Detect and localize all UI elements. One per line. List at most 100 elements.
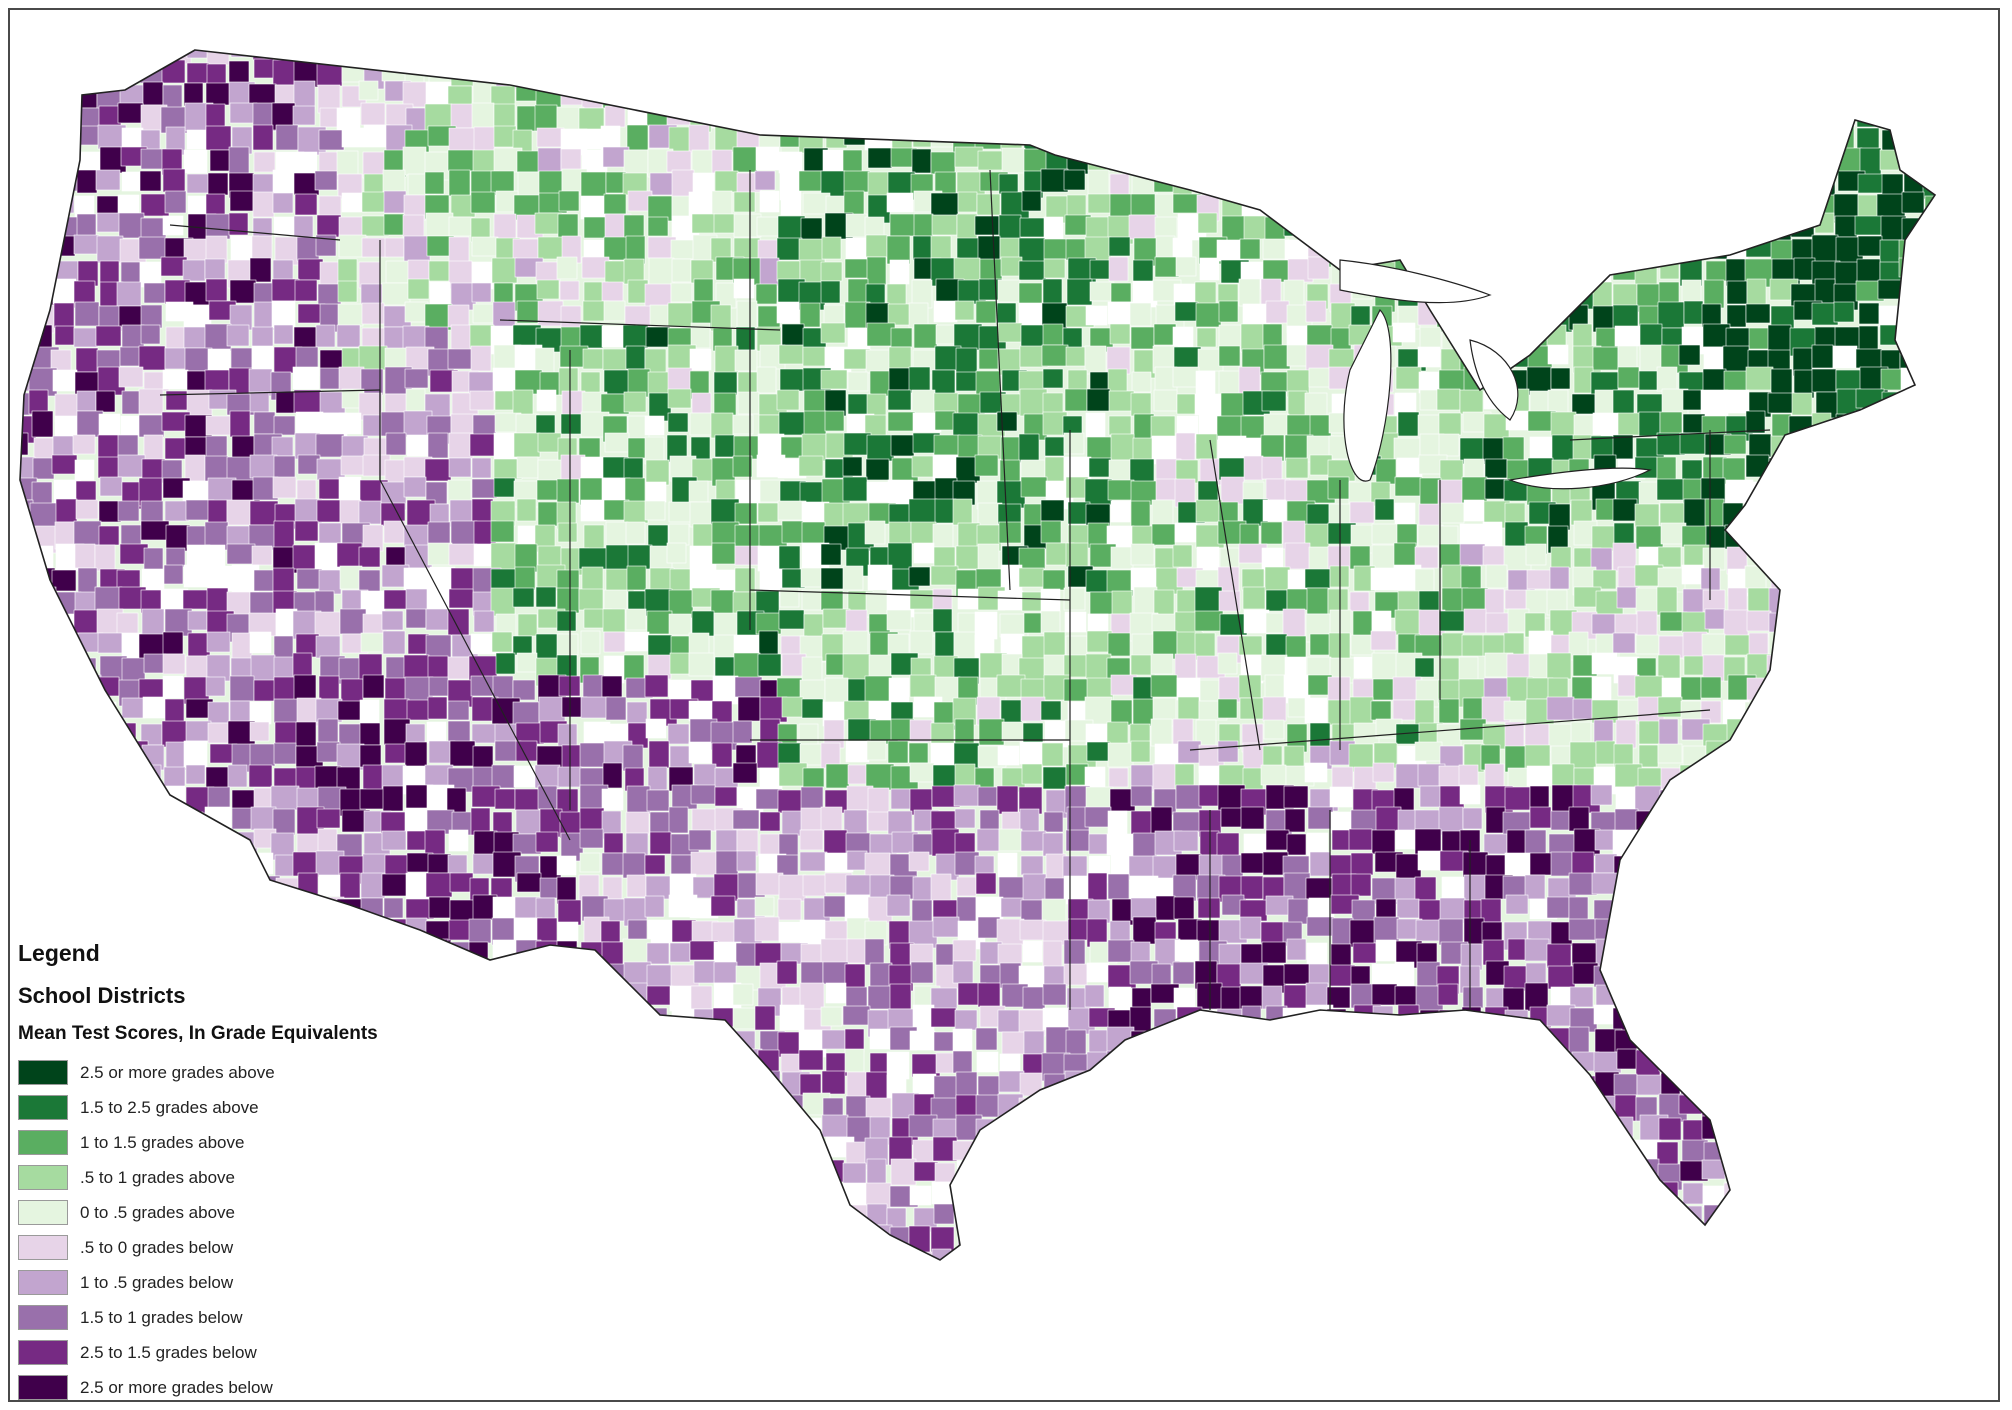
district-cell (1375, 806, 1402, 832)
district-cell (99, 50, 122, 65)
district-cell (732, 720, 753, 744)
district-cell (798, 455, 824, 477)
district-cell (383, 520, 406, 544)
district-cell (1152, 125, 1181, 155)
district-cell (1286, 50, 1316, 66)
district-cell (1854, 410, 1875, 434)
district-cell (1349, 50, 1370, 59)
district-cell (1217, 148, 1243, 172)
district-cell (1591, 699, 1621, 724)
district-cell (1373, 1074, 1397, 1097)
district-cell (31, 129, 58, 150)
district-cell (1922, 853, 1935, 881)
district-cell (231, 831, 258, 854)
district-cell (448, 432, 474, 459)
district-cell (138, 833, 168, 856)
district-cell (98, 810, 124, 838)
district-cell (1636, 126, 1657, 150)
district-cell (1506, 282, 1532, 306)
district-cell (1503, 257, 1532, 286)
district-cell (1110, 1205, 1136, 1228)
district-cell (1681, 239, 1709, 260)
district-cell (1529, 1139, 1558, 1164)
district-cell (1066, 278, 1093, 306)
district-cell (1485, 564, 1508, 589)
district-cell (1284, 542, 1311, 570)
district-cell (560, 1180, 582, 1209)
district-cell (1767, 392, 1796, 414)
district-cell (1195, 302, 1222, 328)
district-cell (1948, 345, 1975, 368)
district-cell (600, 920, 621, 943)
district-cell (911, 148, 932, 174)
district-cell (1106, 1026, 1135, 1055)
district-cell (20, 524, 30, 549)
district-cell (1042, 1225, 1065, 1247)
district-cell (316, 808, 341, 829)
district-cell (1062, 84, 1092, 106)
district-cell (1901, 1204, 1926, 1225)
district-cell (1132, 832, 1158, 858)
district-cell (1085, 305, 1108, 326)
district-cell (798, 170, 823, 192)
district-cell (1089, 1136, 1112, 1160)
district-cell (161, 831, 182, 853)
district-cell (1086, 962, 1110, 983)
district-cell (1128, 83, 1157, 104)
district-cell (1042, 983, 1067, 1006)
district-cell (1769, 921, 1793, 949)
district-cell (975, 1094, 1000, 1118)
district-cell (75, 697, 101, 720)
district-cell (1592, 50, 1617, 67)
district-cell (1573, 1117, 1596, 1139)
district-cell (865, 349, 891, 374)
district-cell (802, 1141, 826, 1168)
district-cell (228, 146, 250, 176)
district-cell (605, 1203, 629, 1232)
district-cell (405, 608, 427, 629)
district-cell (799, 829, 824, 851)
district-cell (1658, 173, 1679, 199)
district-cell (1705, 50, 1734, 61)
district-cell (1768, 457, 1791, 484)
district-cell (1661, 50, 1686, 59)
district-cell (776, 677, 803, 699)
district-cell (715, 850, 739, 877)
district-cell (516, 498, 537, 522)
district-cell (1130, 103, 1158, 127)
district-cell (1463, 917, 1485, 945)
district-cell (1350, 873, 1372, 897)
district-cell (1282, 608, 1306, 638)
district-cell (140, 324, 161, 345)
district-cell (1022, 873, 1047, 901)
district-cell (1131, 50, 1158, 66)
district-cell (253, 679, 277, 702)
district-cell (359, 788, 385, 810)
district-cell (294, 50, 321, 64)
district-cell (186, 129, 207, 150)
district-cell (1550, 1160, 1572, 1185)
district-cell (734, 567, 756, 593)
district-cell (32, 107, 60, 128)
district-cell (955, 1251, 976, 1260)
district-cell (1812, 1095, 1840, 1116)
district-cell (1634, 151, 1655, 181)
district-cell (1175, 103, 1201, 128)
district-cell (1858, 458, 1887, 486)
district-cell (778, 344, 804, 365)
district-cell (1766, 1009, 1788, 1038)
district-cell (1240, 1072, 1263, 1101)
district-cell (75, 347, 99, 373)
district-cell (1903, 1094, 1924, 1123)
district-cell (187, 632, 211, 657)
district-cell (1503, 1116, 1524, 1145)
district-cell (1745, 303, 1771, 324)
district-cell (1702, 547, 1726, 571)
district-cell (1437, 63, 1458, 89)
district-cell (360, 632, 384, 653)
district-cell (1484, 1094, 1510, 1117)
district-cell (1394, 609, 1422, 636)
district-cell (1110, 433, 1135, 461)
district-cell (1177, 1224, 1207, 1250)
district-cell (272, 169, 297, 194)
